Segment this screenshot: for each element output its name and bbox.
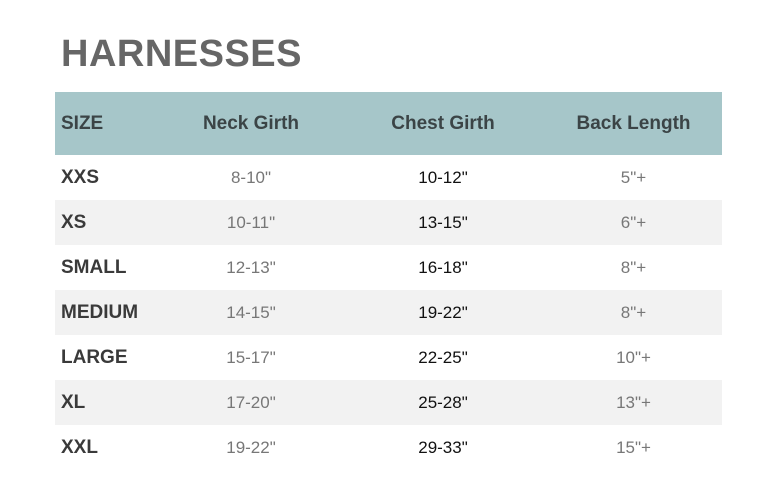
chest-girth-cell: 16-18" — [418, 257, 468, 277]
neck-girth-cell: 17-20" — [226, 392, 276, 412]
size-cell: MEDIUM — [61, 301, 139, 323]
size-cell: SMALL — [61, 256, 127, 278]
chest-girth-cell: 29-33" — [418, 437, 468, 457]
size-cell: XXS — [61, 166, 100, 188]
table-header: SIZE Neck Girth Chest Girth Back Length — [55, 92, 722, 155]
header-chest-girth: Chest Girth — [391, 112, 495, 134]
size-cell: XS — [61, 211, 87, 233]
header-back-length: Back Length — [576, 112, 691, 134]
table-row: SMALL 12-13" 16-18" 8"+ — [55, 245, 722, 290]
size-chart-table: SIZE Neck Girth Chest Girth Back Length … — [55, 92, 722, 470]
page-title: HARNESSES — [61, 33, 302, 75]
back-length-cell: 13"+ — [616, 392, 651, 412]
size-cell: XXL — [61, 436, 98, 458]
back-length-cell: 8"+ — [620, 257, 647, 277]
table-row: LARGE 15-17" 22-25" 10"+ — [55, 335, 722, 380]
table-row: XS 10-11" 13-15" 6"+ — [55, 200, 722, 245]
neck-girth-cell: 10-11" — [226, 212, 276, 232]
header-neck-girth: Neck Girth — [202, 112, 300, 134]
back-length-cell: 6"+ — [620, 212, 647, 232]
size-cell: XL — [61, 391, 86, 413]
back-length-cell: 10"+ — [616, 347, 651, 367]
chest-girth-cell: 22-25" — [418, 347, 468, 367]
chest-girth-cell: 25-28" — [418, 392, 468, 412]
neck-girth-cell: 19-22" — [226, 437, 276, 457]
neck-girth-cell: 12-13" — [226, 257, 276, 277]
table-row: XL 17-20" 25-28" 13"+ — [55, 380, 722, 425]
back-length-cell: 8"+ — [620, 302, 647, 322]
back-length-cell: 15"+ — [616, 437, 651, 457]
neck-girth-cell: 8-10" — [230, 167, 272, 187]
chest-girth-cell: 13-15" — [418, 212, 468, 232]
size-cell: LARGE — [61, 346, 128, 368]
chest-girth-cell: 19-22" — [418, 302, 468, 322]
table-row: MEDIUM 14-15" 19-22" 8"+ — [55, 290, 722, 335]
table-row: XXL 19-22" 29-33" 15"+ — [55, 425, 722, 470]
header-size: SIZE — [61, 112, 104, 134]
neck-girth-cell: 15-17" — [226, 347, 276, 367]
neck-girth-cell: 14-15" — [226, 302, 276, 322]
chest-girth-cell: 10-12" — [418, 167, 468, 187]
back-length-cell: 5"+ — [620, 167, 647, 187]
table-row: XXS 8-10" 10-12" 5"+ — [55, 155, 722, 200]
